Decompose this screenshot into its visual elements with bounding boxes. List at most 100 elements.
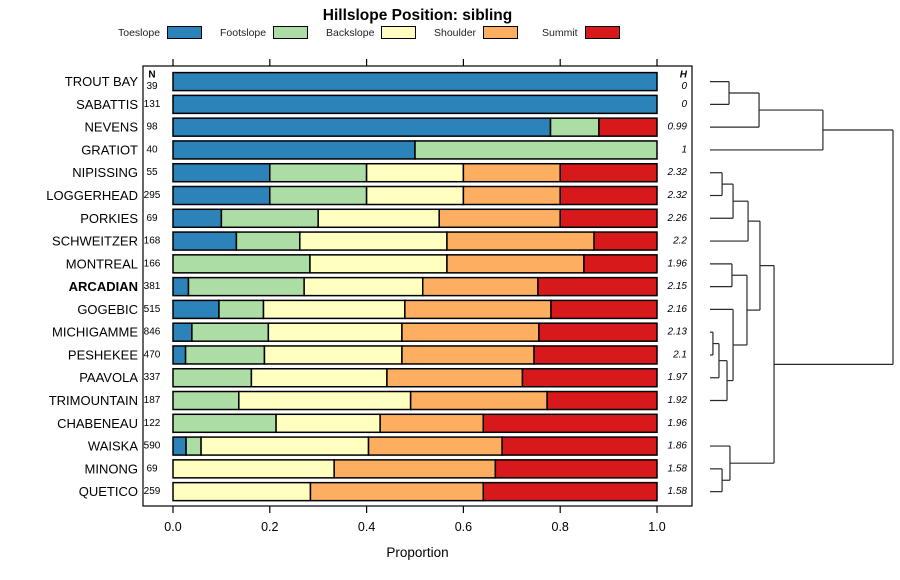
- row-label: LOGGERHEAD: [46, 188, 138, 203]
- bar-segment-footslope: [235, 231, 301, 251]
- legend-swatch: [381, 26, 417, 39]
- legend-swatch: [584, 26, 620, 39]
- bar-segment-backslope: [309, 254, 448, 274]
- bar-segment-toeslope: [172, 436, 187, 456]
- x-tick-label: 0.6: [455, 520, 472, 534]
- plot-border: [142, 65, 693, 507]
- bar-segment-footslope: [172, 367, 253, 388]
- row-h-value: 1.86: [668, 441, 688, 452]
- row-n-value: 470: [144, 349, 161, 360]
- bar-segment-shoulder: [379, 413, 484, 434]
- bar-segment-backslope: [262, 299, 406, 320]
- bar-segment-summit: [546, 390, 658, 411]
- bar-segment-toeslope: [172, 162, 271, 183]
- row-h-value: 2.2: [672, 236, 687, 247]
- bar-segment-backslope: [172, 459, 335, 479]
- legend-swatch: [273, 26, 309, 39]
- row-h-value: 2.15: [667, 281, 688, 292]
- row-h-value: 0: [681, 81, 687, 92]
- bar-segment-summit: [538, 322, 658, 342]
- bar-segment-backslope: [200, 436, 370, 456]
- row-h-value: 2.16: [667, 304, 688, 315]
- bar-segment-summit: [559, 185, 658, 206]
- row-label: GOGEBIC: [77, 302, 138, 317]
- legend-label: Toeslope: [118, 26, 161, 39]
- bar-segment-footslope: [414, 140, 658, 160]
- row-h-value: 2.32: [667, 190, 688, 201]
- row-n-value: 846: [144, 327, 161, 338]
- row-h-value: 1: [681, 144, 687, 155]
- bar-segment-shoulder: [367, 436, 503, 456]
- row-n-value: 515: [144, 304, 161, 315]
- bar-segment-shoulder: [401, 345, 535, 365]
- bar-segment-summit: [533, 345, 658, 365]
- bar-segment-footslope: [184, 345, 266, 365]
- bar-segment-toeslope: [172, 94, 658, 115]
- row-h-value: 2.13: [667, 327, 688, 338]
- bar-segment-shoulder: [309, 481, 484, 502]
- row-h-value: 0: [681, 99, 687, 110]
- bar-segment-backslope: [238, 390, 412, 411]
- bar-segment-footslope: [172, 390, 240, 411]
- x-tick-label: 0.4: [358, 520, 375, 534]
- h-column-header: H: [680, 70, 688, 81]
- row-label: TRIMOUNTAIN: [49, 393, 138, 408]
- legend-item-footslope: Footslope: [220, 26, 309, 39]
- legend-swatch: [167, 26, 203, 39]
- bar-segment-footslope: [218, 299, 265, 320]
- row-n-value: 166: [144, 258, 161, 269]
- bar-segment-backslope: [172, 481, 312, 502]
- bar-segment-summit: [501, 436, 658, 456]
- bar-segment-shoulder: [462, 162, 561, 183]
- row-h-value: 1.58: [668, 463, 688, 474]
- bar-segment-backslope: [263, 345, 403, 365]
- legend-item-summit: Summit: [542, 26, 620, 39]
- row-n-value: 55: [146, 167, 158, 178]
- row-n-value: 122: [144, 418, 161, 429]
- row-label: SABATTIS: [76, 97, 138, 112]
- row-label: ARCADIAN: [69, 279, 138, 294]
- row-n-value: 98: [146, 122, 158, 133]
- bar-segment-footslope: [549, 117, 600, 137]
- bar-segment-shoulder: [446, 254, 585, 274]
- row-label: PAAVOLA: [79, 370, 138, 385]
- row-h-value: 1.96: [668, 418, 688, 429]
- bar-segment-footslope: [269, 162, 368, 183]
- bar-segment-summit: [598, 117, 658, 137]
- bar-segment-summit: [583, 254, 658, 274]
- x-tick-label: 0.8: [552, 520, 569, 534]
- x-tick-label: 0.0: [164, 520, 181, 534]
- row-n-value: 590: [144, 441, 161, 452]
- bar-segment-toeslope: [172, 299, 220, 320]
- bars-group: [172, 71, 658, 502]
- legend-item-shoulder: Shoulder: [434, 26, 519, 39]
- bar-segment-summit: [593, 231, 658, 251]
- row-h-value: 1.58: [668, 486, 688, 497]
- row-label: GRATIOT: [81, 142, 138, 157]
- legend-item-backslope: Backslope: [326, 26, 417, 39]
- legend-label: Shoulder: [434, 26, 477, 39]
- bar-segment-backslope: [275, 413, 381, 434]
- bar-segment-shoulder: [409, 390, 548, 411]
- row-n-value: 295: [144, 190, 161, 201]
- row-label: NEVENS: [85, 120, 139, 135]
- bar-segment-backslope: [299, 231, 448, 251]
- bar-segment-backslope: [365, 162, 465, 183]
- bar-segment-shoulder: [438, 208, 561, 229]
- row-n-value: 337: [144, 372, 161, 383]
- row-label: WAISKA: [88, 439, 138, 454]
- row-h-value: 1.97: [668, 372, 688, 383]
- row-label: PESHEKEE: [68, 347, 138, 362]
- legend-label: Summit: [542, 26, 578, 39]
- bar-segment-footslope: [172, 413, 277, 434]
- bar-segment-toeslope: [172, 345, 187, 365]
- x-tick-label: 1.0: [648, 520, 665, 534]
- row-n-value: 40: [146, 144, 158, 155]
- bar-segment-toeslope: [172, 208, 223, 229]
- row-n-value: 131: [144, 99, 161, 110]
- legend-swatch: [483, 26, 519, 39]
- axis-group: 0.0 0.2 0.4 0.6 0.8 1.0: [164, 59, 666, 534]
- bar-segment-toeslope: [172, 140, 416, 160]
